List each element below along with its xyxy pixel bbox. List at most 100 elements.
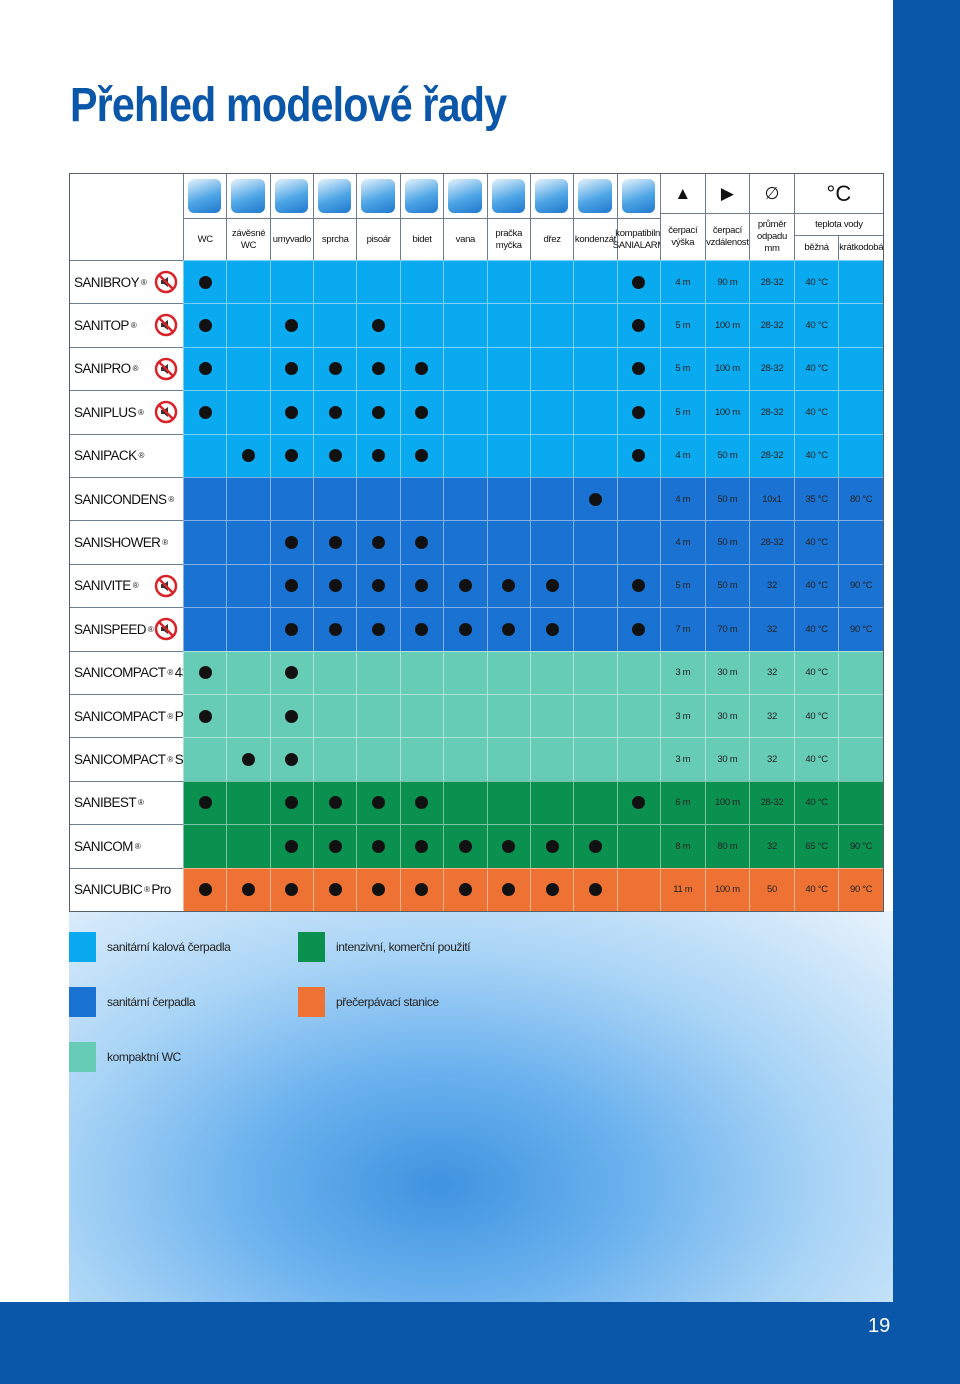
fixture-cell (313, 477, 358, 522)
fixture-cell (399, 303, 445, 348)
spec-cell: 30 m (704, 737, 751, 782)
spec-cell: 32 (749, 650, 795, 695)
fixture-cell (573, 694, 618, 739)
spec-cell: 40 °C (793, 563, 840, 609)
fixture-cell (226, 824, 271, 869)
fixture-cell (183, 346, 228, 392)
fixture-cell (443, 477, 488, 522)
fixture-label: kondenzát (573, 218, 618, 261)
fit-dot (502, 839, 516, 853)
fixture-cell (529, 477, 575, 522)
fit-dot (372, 449, 386, 463)
fixture-cell (183, 824, 228, 869)
fit-dot (198, 796, 212, 810)
fit-dot (588, 883, 602, 897)
spec-cell: 10x1 (749, 477, 795, 522)
fixture-cell (269, 694, 315, 739)
fixture-cell (313, 520, 358, 565)
fixture-cell (616, 260, 661, 305)
spec-cell (838, 650, 884, 695)
spec-cell: 40 °C (793, 520, 840, 565)
fixture-cell (486, 650, 531, 695)
fixture-label: umyvadlo (269, 218, 315, 261)
model-name-text: SANIVITE (74, 578, 131, 594)
spec-cell: 32 (749, 563, 795, 609)
fit-dot (372, 405, 386, 419)
model-name: SANIPACK ® (69, 433, 184, 478)
spec-symbol: ▲ (660, 173, 706, 214)
model-name-text: SANICOMPACT (74, 752, 166, 768)
model-name: SANISHOWER ® (69, 520, 184, 565)
fixture-cell (269, 780, 315, 826)
fit-dot (198, 319, 212, 333)
fit-dot (458, 579, 472, 593)
fixture-cell (443, 694, 488, 739)
fixture-cell (399, 520, 445, 565)
fixture-cell (269, 650, 315, 695)
spec-cell: 4 m (660, 520, 706, 565)
fixture-cell (529, 780, 575, 826)
registered-mark: ® (140, 277, 147, 287)
spec-cell: 40 °C (793, 260, 840, 305)
fixture-cell (616, 303, 661, 348)
fit-dot (632, 275, 646, 289)
spec-cell: 28-32 (749, 390, 795, 435)
quiet-symbol (154, 400, 178, 424)
fixture-cell (226, 607, 271, 652)
fit-dot (328, 622, 342, 636)
fit-dot (285, 709, 299, 723)
temp-label: krátkodobá (838, 235, 884, 261)
fixture-cell (183, 867, 228, 912)
fixture-cell (443, 780, 488, 826)
fit-dot (458, 622, 472, 636)
fixture-cell (443, 563, 488, 609)
spec-label: čerpací vzdálenost (704, 213, 751, 261)
fixture-cell (529, 867, 575, 912)
legend-swatch (69, 1042, 96, 1072)
spec-cell (838, 260, 884, 305)
fixture-label: WC (183, 218, 228, 261)
fixture-cell (269, 260, 315, 305)
fixture-cell (573, 607, 618, 652)
quiet-icon (154, 313, 178, 337)
fit-dot (545, 883, 559, 897)
fixture-cell (313, 650, 358, 695)
spec-label: čerpací výška (660, 213, 706, 261)
fixture-cell (269, 867, 315, 912)
fixture-cell (616, 563, 661, 609)
spec-cell: 50 m (704, 520, 751, 565)
quiet-icon (154, 357, 178, 381)
fixture-cell (313, 260, 358, 305)
model-name: SANICUBIC ® Pro (69, 867, 184, 912)
fit-dot (242, 449, 256, 463)
fixture-cell (486, 737, 531, 782)
fixture-cell (269, 346, 315, 392)
fixture-cell (226, 867, 271, 912)
fixture-cell (356, 694, 401, 739)
legend-label: intenzivní, komerční použití (336, 940, 471, 954)
fixture-cell (226, 260, 271, 305)
fit-dot (545, 839, 559, 853)
header-corner (69, 173, 184, 261)
fixture-cell (616, 780, 661, 826)
fixture-icon (188, 179, 222, 213)
fit-dot (328, 449, 342, 463)
spec-cell: 100 m (704, 346, 751, 392)
fixture-cell (443, 867, 488, 912)
fixture-cell (486, 694, 531, 739)
spec-cell: 3 m (660, 694, 706, 739)
spec-cell: 90 °C (838, 607, 884, 652)
registered-mark: ® (137, 798, 144, 808)
fit-dot (198, 275, 212, 289)
fixture-cell (269, 477, 315, 522)
fit-dot (198, 883, 212, 897)
fixture-cell (399, 824, 445, 869)
spec-cell: 32 (749, 694, 795, 739)
spec-cell: 65 °C (793, 824, 840, 869)
fixture-cell (616, 694, 661, 739)
fixture-cell (226, 650, 271, 695)
fixture-cell (269, 607, 315, 652)
fit-dot (372, 579, 386, 593)
fit-dot (632, 622, 646, 636)
fixture-cell (616, 824, 661, 869)
